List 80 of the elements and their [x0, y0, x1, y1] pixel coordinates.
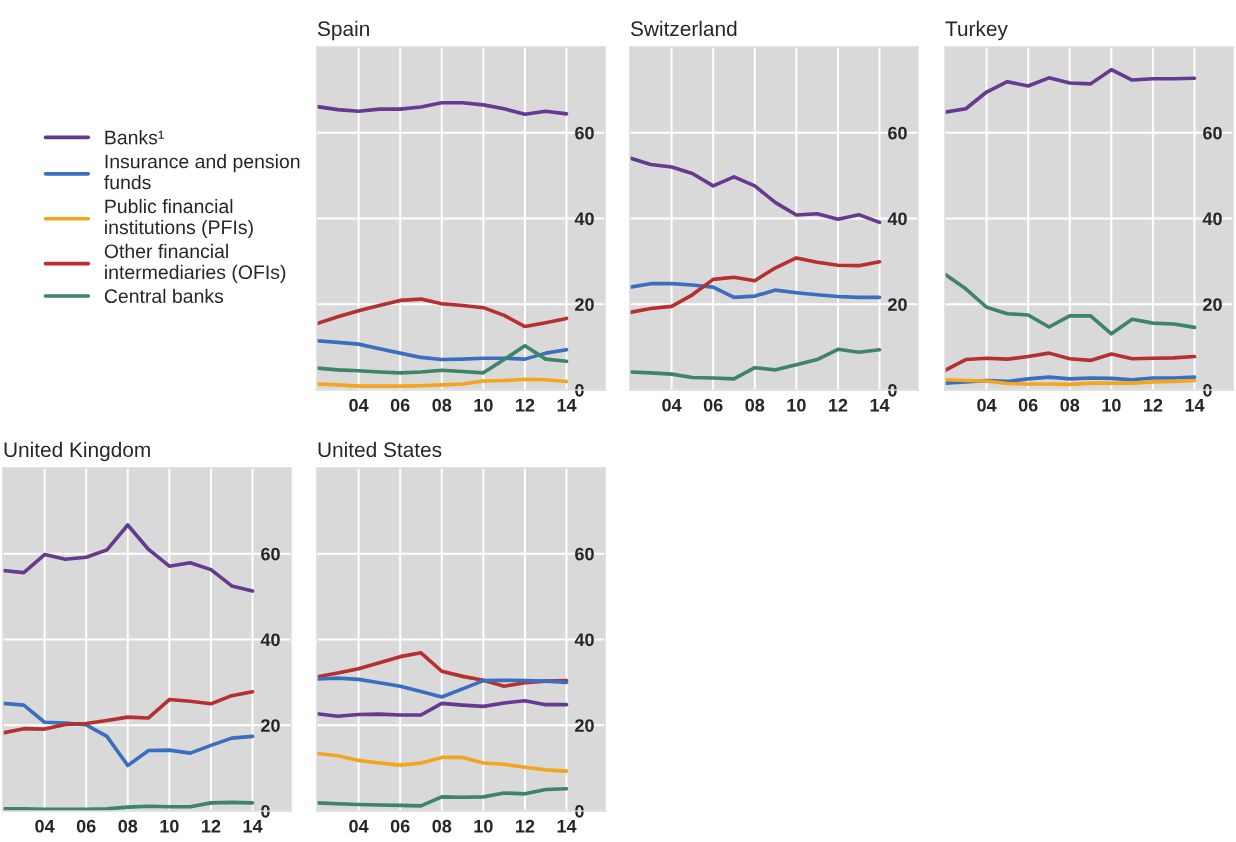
y-tick-label: 0	[888, 383, 897, 397]
y-tick-label: 40	[887, 212, 907, 226]
x-tick-label: 08	[432, 819, 452, 833]
line-series	[630, 281, 882, 300]
x-tick-label: 10	[1102, 398, 1121, 412]
y-tick-label: 20	[888, 298, 907, 311]
y-tick-label: 0	[261, 804, 270, 818]
y-tick-label: 0	[1203, 383, 1212, 397]
line-series	[3, 523, 255, 593]
line-series	[630, 256, 882, 315]
y-tick-label: 20	[1203, 298, 1222, 311]
line-series	[3, 800, 255, 811]
x-tick-label: 12	[829, 398, 848, 412]
line-series	[3, 690, 255, 735]
x-tick-label: 12	[516, 398, 535, 412]
chart-title: United States	[318, 441, 442, 458]
x-tick-label: 14	[243, 820, 263, 833]
y-tick-label: 40	[574, 633, 594, 647]
line-series	[630, 347, 882, 381]
y-tick-label: 40	[260, 633, 280, 647]
line-series	[317, 100, 569, 117]
line-series	[317, 344, 569, 375]
line-series	[317, 377, 569, 388]
y-tick-label: 0	[575, 804, 584, 818]
chart-title: Switzerland	[630, 20, 737, 37]
y-tick-label: 40	[574, 212, 594, 226]
y-tick-label: 60	[575, 547, 594, 561]
line-series	[3, 701, 255, 768]
x-tick-label: 10	[787, 398, 806, 412]
y-tick-label: 60	[261, 547, 280, 561]
y-tick-label: 40	[1202, 212, 1222, 226]
legend-label: Public financial institutions (PFIs)	[105, 198, 253, 239]
x-tick-label: 06	[390, 819, 410, 833]
line-series	[630, 156, 882, 225]
x-tick-label: 06	[390, 398, 410, 412]
x-tick-label: 06	[76, 819, 96, 833]
y-tick-label: 20	[575, 298, 594, 311]
line-series	[945, 67, 1197, 114]
line-series	[317, 676, 569, 699]
x-tick-label: 14	[1185, 399, 1205, 412]
line-series	[317, 699, 569, 719]
x-tick-label: 08	[1060, 398, 1080, 412]
x-tick-label: 04	[977, 398, 997, 412]
chart-title: Turkey	[945, 20, 1008, 41]
x-tick-label: 12	[516, 819, 535, 833]
legend-label: Banks¹	[105, 130, 164, 145]
x-tick-label: 10	[474, 819, 493, 833]
x-tick-label: 06	[703, 398, 723, 412]
line-series	[317, 297, 569, 329]
x-tick-label: 04	[349, 398, 369, 412]
x-tick-label: 08	[432, 398, 452, 412]
x-tick-label: 12	[1144, 398, 1163, 412]
x-tick-label: 08	[118, 819, 138, 833]
x-tick-label: 08	[745, 398, 765, 412]
legend-label: Insurance and pension funds	[104, 154, 300, 190]
x-tick-label: 14	[557, 820, 577, 833]
chart-title: Spain	[317, 20, 369, 41]
x-tick-label: 12	[202, 819, 221, 833]
chart-title: United Kingdom	[4, 441, 150, 462]
line-series	[945, 351, 1197, 373]
x-tick-label: 14	[557, 399, 577, 412]
line-series	[317, 338, 569, 362]
x-tick-label: 04	[35, 819, 55, 833]
y-tick-label: 60	[575, 126, 594, 140]
legend-label: Other financial intermediaries (OFIs)	[104, 243, 286, 283]
y-tick-label: 20	[575, 719, 594, 732]
x-tick-label: 14	[870, 399, 890, 412]
line-series	[317, 786, 569, 808]
x-tick-label: 06	[1018, 398, 1038, 412]
y-tick-label: 60	[888, 126, 907, 140]
x-tick-label: 04	[662, 398, 682, 412]
x-tick-label: 04	[349, 819, 369, 833]
line-series	[945, 272, 1197, 336]
x-tick-label: 10	[474, 398, 493, 412]
line-series	[317, 751, 569, 773]
y-tick-label: 0	[575, 383, 584, 397]
y-tick-label: 60	[1203, 126, 1222, 140]
y-tick-label: 20	[261, 719, 280, 732]
legend-label: Central banks	[104, 288, 224, 304]
x-tick-label: 10	[160, 819, 179, 833]
